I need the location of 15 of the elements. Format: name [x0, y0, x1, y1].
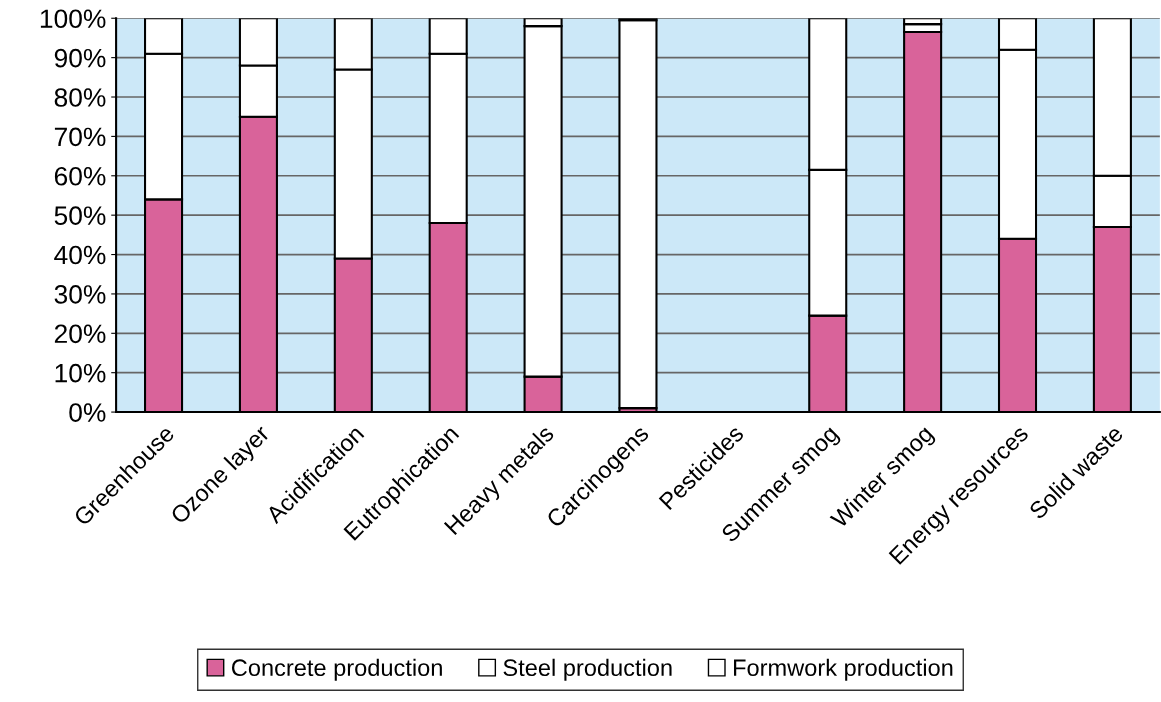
bar	[618, 19, 658, 410]
legend-label: Concrete production	[231, 658, 442, 681]
y-tick-label: 70%	[54, 127, 106, 147]
y-tick-label: 60%	[54, 166, 106, 186]
y-tick-label: 90%	[54, 48, 106, 68]
legend-label: Formwork production	[734, 658, 953, 681]
y-tick-label: 20%	[54, 324, 106, 344]
y-tick-label: 0%	[69, 403, 106, 422]
y-tick-label: 100%	[40, 9, 106, 29]
y-tick-label: 10%	[55, 363, 106, 383]
y-tick-label: 30%	[54, 285, 106, 304]
y-tick-label: 50%	[54, 206, 106, 225]
y-tick-label: 40%	[54, 245, 106, 265]
y-tick-label: 80%	[54, 88, 106, 107]
legend-label: Steel production	[503, 658, 672, 681]
